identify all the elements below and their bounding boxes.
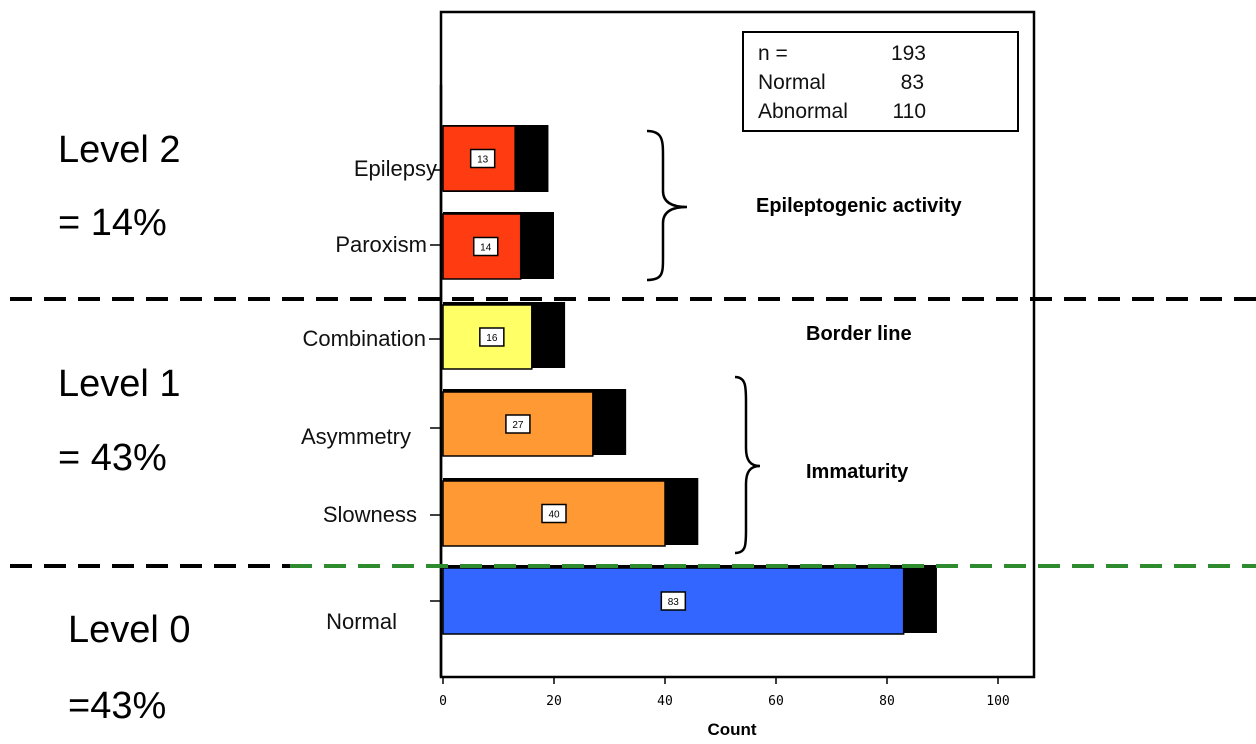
x-tick-label-40: 40 (657, 694, 673, 709)
category-label-combination: Combination (302, 326, 426, 351)
category-label-slowness: Slowness (323, 502, 417, 527)
level-1-title: Level 1 (58, 363, 181, 405)
level-1-percent: = 43% (58, 437, 167, 479)
legend-n-value: 193 (891, 42, 926, 65)
data-label-box-normal (660, 591, 687, 611)
x-axis-title: Count (707, 720, 756, 739)
brace-epileptogenic (646, 129, 688, 282)
legend-abnormal-value: 110 (893, 100, 926, 123)
level-2-title: Level 2 (58, 129, 181, 171)
data-label-box-slowness (541, 503, 567, 524)
data-label-box-paroxism (472, 236, 499, 257)
group-label-borderline: Border line (806, 323, 912, 345)
legend: n = 193 Normal 83 Abnormal 110 (742, 31, 1019, 132)
group-label-epileptogenic: Epileptogenic activity (756, 195, 962, 217)
category-label-epilepsy: Epilepsy (354, 156, 437, 181)
legend-box (742, 31, 1019, 132)
x-tick-label-80: 80 (879, 694, 895, 709)
legend-abnormal-label: Abnormal (758, 100, 848, 123)
data-label-slowness: 40 (548, 510, 560, 521)
data-label-paroxism: 14 (480, 243, 492, 254)
legend-normal-label: Normal (758, 71, 826, 94)
level-0-title: Level 0 (68, 609, 191, 651)
bar-paroxism: 14 (442, 212, 554, 280)
category-label-paroxism: Paroxism (335, 232, 427, 257)
x-tick-label-0: 0 (439, 694, 447, 709)
data-label-box-combination (479, 327, 505, 347)
data-label-asymmetry: 27 (512, 420, 524, 431)
data-label-combination: 16 (486, 333, 498, 344)
data-label-normal: 83 (668, 597, 680, 608)
data-label-box-epilepsy (469, 148, 496, 169)
x-tick-label-60: 60 (768, 694, 784, 709)
legend-normal-value: 83 (901, 71, 924, 94)
data-label-epilepsy: 13 (477, 155, 489, 166)
x-tick-label-20: 20 (546, 694, 562, 709)
category-label-normal: Normal (326, 609, 397, 634)
brace-immaturity (734, 375, 761, 555)
legend-n-label: n = (758, 42, 788, 65)
level-2-percent: = 14% (58, 202, 167, 244)
bar-normal: 83 (442, 565, 937, 635)
bar-slowness: 40 (442, 478, 699, 547)
bar-asymmetry: 27 (442, 389, 627, 457)
bar-epilepsy: 13 (442, 125, 549, 192)
data-label-box-asymmetry (505, 414, 531, 434)
x-tick-label-100: 100 (986, 694, 1009, 709)
level-0-percent: =43% (68, 685, 166, 727)
bar-combination: 16 (442, 302, 566, 370)
group-label-immaturity: Immaturity (806, 461, 909, 483)
category-label-asymmetry: Asymmetry (301, 424, 411, 449)
